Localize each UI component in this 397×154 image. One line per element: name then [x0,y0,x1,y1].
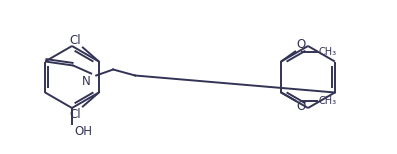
Text: Cl: Cl [69,107,81,120]
Text: OH: OH [74,125,92,138]
Text: O: O [296,99,305,113]
Text: CH₃: CH₃ [318,95,336,105]
Text: N: N [81,75,90,87]
Text: Cl: Cl [69,34,81,47]
Text: CH₃: CH₃ [318,47,336,57]
Text: O: O [296,38,305,51]
